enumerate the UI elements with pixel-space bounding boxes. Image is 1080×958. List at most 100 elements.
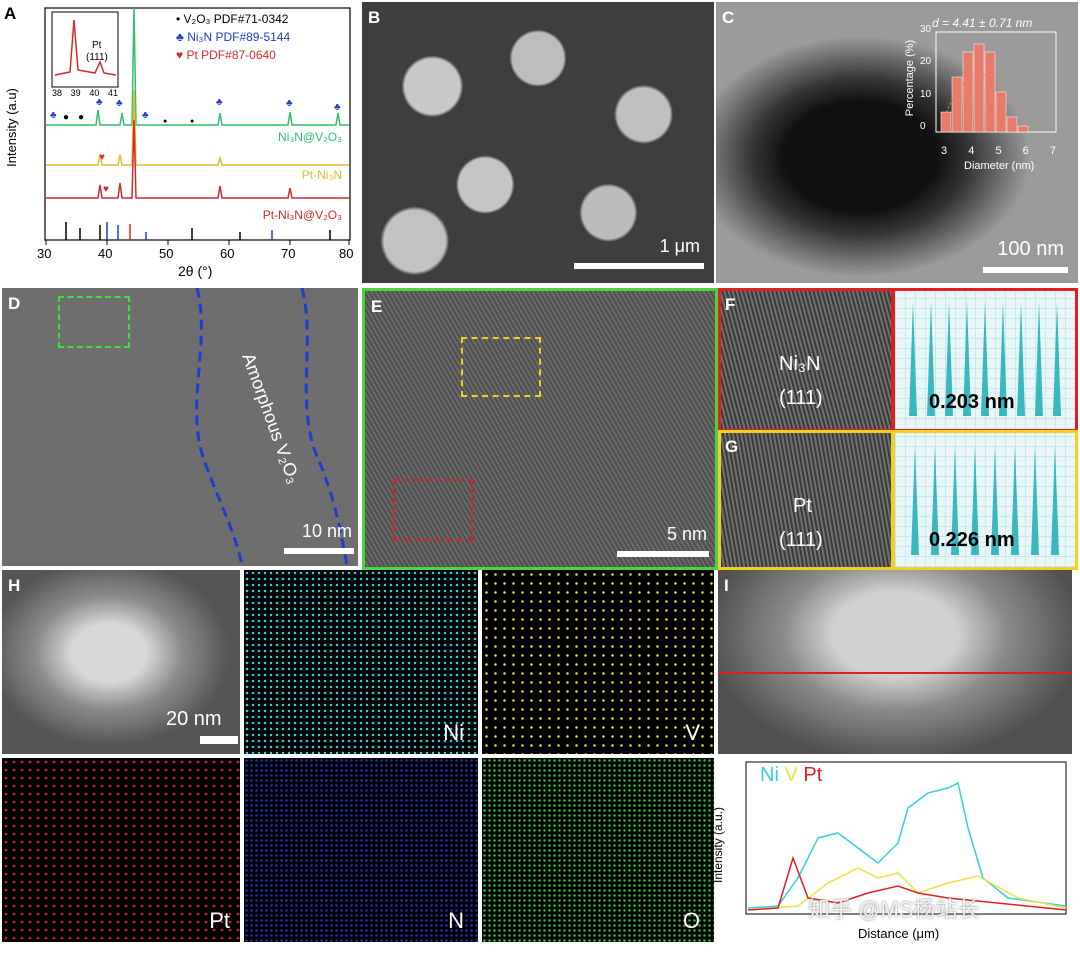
profile-peaks-g — [900, 445, 1070, 555]
scale-bar-h — [200, 736, 238, 744]
histogram-title: d = 4.41 ± 0.71 nm — [932, 16, 1033, 30]
linescan-v — [747, 867, 1067, 911]
panel-g-profile: 0.226 nm — [892, 430, 1078, 570]
linescan-chart: Ni V Pt Intensity (a.u.) Distance (μm) — [711, 758, 1072, 953]
panel-label-e: E — [371, 297, 383, 316]
scale-label-b: 1 μm — [659, 236, 700, 256]
svg-text:●: ● — [78, 112, 84, 123]
linescan-line — [718, 672, 1072, 674]
scale-bar-d — [284, 548, 354, 554]
panel-label-h: H — [8, 576, 21, 595]
histogram-y-ticks: 0 10 20 30 — [920, 24, 932, 132]
profile-peaks-f — [900, 301, 1070, 416]
svg-text:♥: ♥ — [99, 152, 105, 163]
eds-label-pt: Pt — [209, 908, 230, 933]
panel-label-c: C — [722, 8, 735, 27]
selection-box-red — [393, 479, 473, 541]
size-histogram — [935, 31, 1057, 133]
spacing-label-f: 0.203 nm — [929, 391, 1015, 413]
xrd-tick-40: 40 — [98, 246, 113, 261]
xrd-tick-30: 30 — [37, 246, 52, 261]
scale-bar-c — [983, 267, 1068, 273]
eds-label-o: O — [682, 908, 700, 933]
panel-e-hrtem: E 5 nm — [362, 288, 718, 570]
watermark: 知乎 @MS杨站长 — [808, 897, 980, 922]
panel-d-hrtem: D Amorphous V₂O₃ 10 nm — [2, 288, 358, 566]
svg-text:♣: ♣ — [216, 97, 223, 108]
trace-pt-ni3n — [46, 89, 349, 166]
reference-ticks — [65, 222, 331, 240]
legend-ni3n: ♣ Ni₃N PDF#89-5144 — [176, 30, 291, 44]
xrd-tick-70: 70 — [281, 246, 296, 261]
panel-b-sem: B 1 μm — [362, 2, 714, 283]
xrd-legend: • V₂O₃ PDF#71-0342 ♣ Ni₃N PDF#89-5144 ♥ … — [176, 10, 290, 64]
trace-label-pt-ni3n-v2o3: Pt-Ni₃N@V₂O₃ — [262, 208, 342, 222]
trace-label-ni3n-v2o3: Ni₃N@V₂O₃ — [278, 130, 342, 144]
linescan-plot — [745, 761, 1067, 915]
x-axis-ticks — [45, 240, 350, 245]
eds-map-o: O — [482, 758, 714, 942]
legend-ni: Ni — [760, 764, 779, 786]
scale-label-c: 100 nm — [997, 238, 1064, 260]
xrd-tick-50: 50 — [159, 246, 174, 261]
trace-ni3n-v2o3 — [46, 7, 349, 126]
trace-pt-ni3n-v2o3 — [46, 119, 349, 199]
svg-text:●: ● — [163, 118, 167, 125]
panel-label-g: G — [725, 437, 739, 456]
xrd-x-label: 2θ (°) — [178, 263, 213, 279]
panel-label-d: D — [8, 294, 21, 313]
xrd-chart: ♣ ● ● ♣ ♣ ♣ ● ● ♣ ♣ ♣ ♥ ♥ — [44, 7, 351, 245]
plane-label-f: (111) — [779, 387, 823, 409]
eds-label-ni: Ni — [443, 720, 464, 745]
legend-pt: Pt — [803, 764, 823, 786]
svg-text:♥: ♥ — [103, 184, 109, 195]
scale-bar-b — [574, 263, 704, 269]
histogram-x-label: Diameter (nm) — [964, 160, 1035, 172]
legend-v: V — [784, 764, 798, 786]
eds-label-v: V — [685, 720, 700, 745]
scale-bar-e — [617, 551, 709, 557]
inset-label-plane: (111) — [86, 52, 108, 63]
eds-map-pt: Pt — [2, 758, 240, 942]
eds-label-n: N — [448, 908, 464, 933]
xrd-tick-80: 80 — [339, 246, 354, 261]
panel-g-lattice: G Pt (111) — [718, 430, 894, 570]
scale-label-h: 20 nm — [166, 708, 222, 730]
plane-label-g: (111) — [779, 529, 823, 551]
panel-label-f: F — [725, 295, 736, 314]
scale-label-e: 5 nm — [666, 524, 707, 544]
peak-markers: ♣ ● ● ♣ ♣ ♣ ● ● ♣ ♣ ♣ ♥ ♥ — [50, 97, 341, 195]
eds-map-ni: Ni — [244, 570, 478, 754]
linescan-ni — [747, 781, 1067, 909]
spacing-label-g: 0.226 nm — [929, 529, 1015, 551]
xrd-y-label: Intensity (a.u) — [3, 88, 19, 167]
eds-map-v: V — [482, 570, 714, 754]
scale-label-d: 10 nm — [301, 521, 352, 541]
amorphous-boundary — [195, 288, 349, 566]
phase-label-g: Pt — [793, 495, 812, 517]
histogram-y-label: Percentage (%) — [904, 39, 917, 117]
panel-label-b: B — [368, 8, 381, 27]
inset-peak — [54, 19, 117, 76]
xrd-tick-60: 60 — [220, 246, 235, 261]
panel-label-a: A — [4, 4, 17, 23]
eds-map-n: N — [244, 758, 478, 942]
svg-text:♣: ♣ — [96, 97, 103, 108]
panel-a: ♣ ● ● ♣ ♣ ♣ ● ● ♣ ♣ ♣ ♥ ♥ A Intensity (a… — [0, 0, 360, 285]
selection-box-green — [58, 296, 130, 348]
inset-ticks: 38 39 40 41 — [52, 88, 118, 98]
panel-f-lattice: F Ni₃N (111) — [718, 288, 894, 432]
panel-c-tem: C d = 4.41 ± 0.71 nm Percentage (%) Diam… — [716, 2, 1078, 283]
selection-box-yellow — [461, 337, 541, 397]
svg-text:●: ● — [63, 112, 69, 123]
svg-text:♣: ♣ — [142, 110, 149, 121]
svg-text:♣: ♣ — [50, 110, 57, 121]
svg-text:♣: ♣ — [116, 98, 123, 109]
linescan-x-label: Distance (μm) — [858, 926, 940, 941]
panel-label-i: I — [724, 576, 729, 595]
legend-v2o3: • V₂O₃ PDF#71-0342 — [176, 12, 289, 26]
linescan-y-label: Intensity (a.u.) — [711, 806, 726, 884]
linescan-pt — [747, 855, 1067, 911]
svg-text:♣: ♣ — [286, 98, 293, 109]
